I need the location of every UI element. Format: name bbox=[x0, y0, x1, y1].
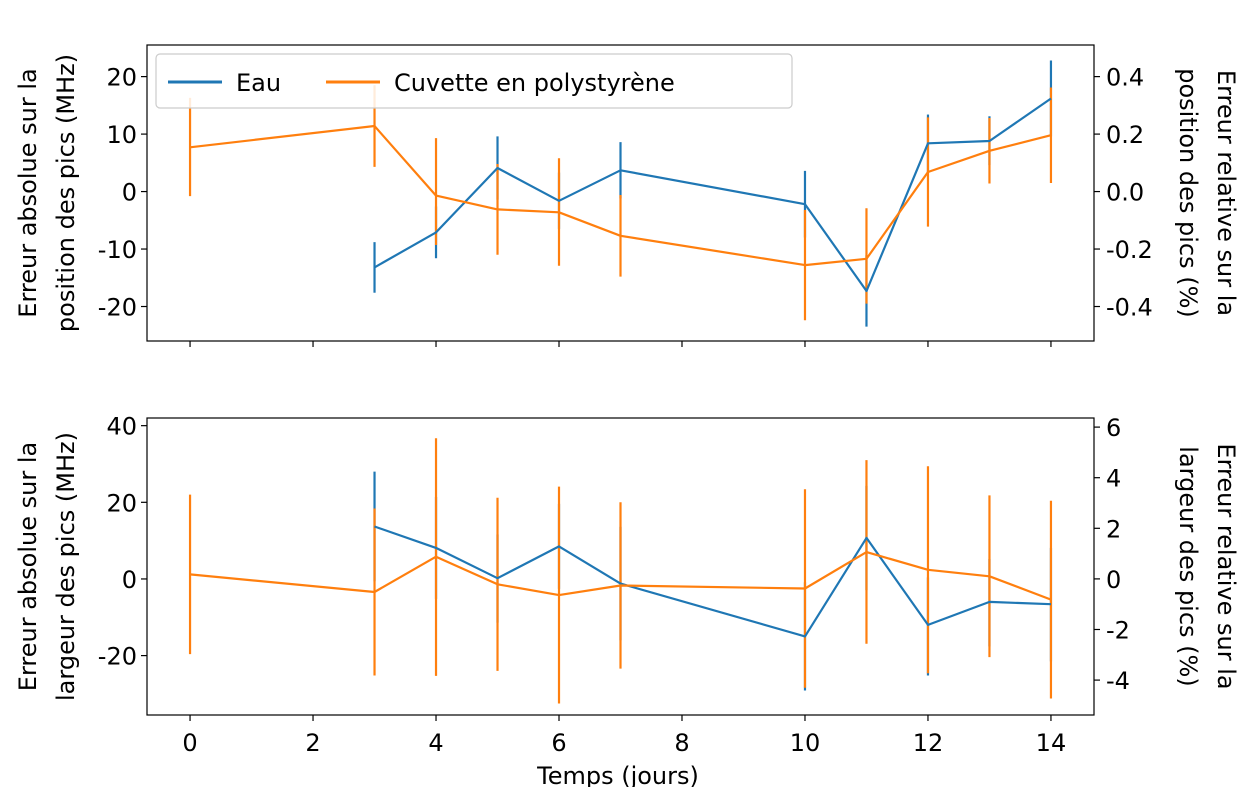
x-tick-label: 8 bbox=[674, 729, 689, 757]
series-line bbox=[189, 124, 1052, 267]
y-right-axis-label-line: position des pics (%) bbox=[1174, 68, 1202, 318]
y-right-tick-label: -0.4 bbox=[1106, 294, 1153, 322]
y-axis-label-line: Erreur absolue sur la bbox=[14, 68, 42, 317]
legend-entry: Eau bbox=[236, 69, 281, 97]
y-right-tick-label: -4 bbox=[1106, 667, 1130, 695]
y-tick-label: 40 bbox=[106, 413, 137, 441]
y-tick-label: 0 bbox=[122, 566, 137, 594]
series-line bbox=[189, 550, 1052, 601]
y-right-tick-label: 0 bbox=[1106, 566, 1121, 594]
top-panel: 20 10 0 -10 -20 0.4 0.2 0.0 -0.2 -0.4 Erreur absol… bbox=[14, 44, 1240, 347]
y-axis-label-line: position des pics (MHz) bbox=[52, 54, 80, 332]
y-right-tick-label: 0.2 bbox=[1106, 121, 1144, 149]
y-right-tick-label: 0.4 bbox=[1106, 64, 1144, 92]
y-tick-label: -10 bbox=[98, 236, 137, 264]
y-right-axis-label-line: Erreur relative sur la bbox=[1212, 70, 1240, 316]
x-tick-label: 2 bbox=[305, 729, 320, 757]
legend-entry: Cuvette en polystyrène bbox=[394, 69, 675, 97]
y-right-tick-label: -2 bbox=[1106, 616, 1130, 644]
x-tick-label: 6 bbox=[551, 729, 566, 757]
y-tick-label: -20 bbox=[98, 294, 137, 322]
y-tick-label: -20 bbox=[98, 643, 137, 671]
series-line bbox=[373, 97, 1052, 293]
legend-box bbox=[155, 53, 793, 109]
y-tick-label: 20 bbox=[106, 489, 137, 517]
y-tick-label: 20 bbox=[106, 64, 137, 92]
y-right-axis-label-line: largeur des pics (%) bbox=[1174, 446, 1202, 686]
y-tick-label: 10 bbox=[106, 121, 137, 149]
x-tick-label: 10 bbox=[790, 729, 821, 757]
y-right-tick-label: 0.0 bbox=[1106, 179, 1144, 207]
series-line bbox=[374, 525, 1052, 638]
legend: Eau Cuvette en polystyrène bbox=[155, 53, 793, 109]
axes-frame bbox=[146, 44, 1095, 342]
axes-frame bbox=[146, 417, 1095, 716]
y-right-tick-label: 6 bbox=[1106, 414, 1121, 442]
y-axis-label-line: Erreur absolue sur la bbox=[14, 442, 42, 691]
y-tick-label: 0 bbox=[122, 179, 137, 207]
y-right-tick-label: 4 bbox=[1106, 465, 1121, 493]
x-tick-label: 0 bbox=[182, 729, 197, 757]
x-tick-label: 14 bbox=[1036, 729, 1067, 757]
y-right-tick-label: -0.2 bbox=[1106, 236, 1153, 264]
y-right-axis-label-line: Erreur relative sur la bbox=[1212, 443, 1240, 689]
y-right-tick-label: 2 bbox=[1106, 515, 1121, 543]
x-tick-label: 12 bbox=[913, 729, 944, 757]
x-axis-label: Temps (jours) bbox=[536, 762, 699, 787]
y-axis-label-line: largeur des pics (MHz) bbox=[52, 432, 80, 701]
x-tick-label: 4 bbox=[428, 729, 443, 757]
